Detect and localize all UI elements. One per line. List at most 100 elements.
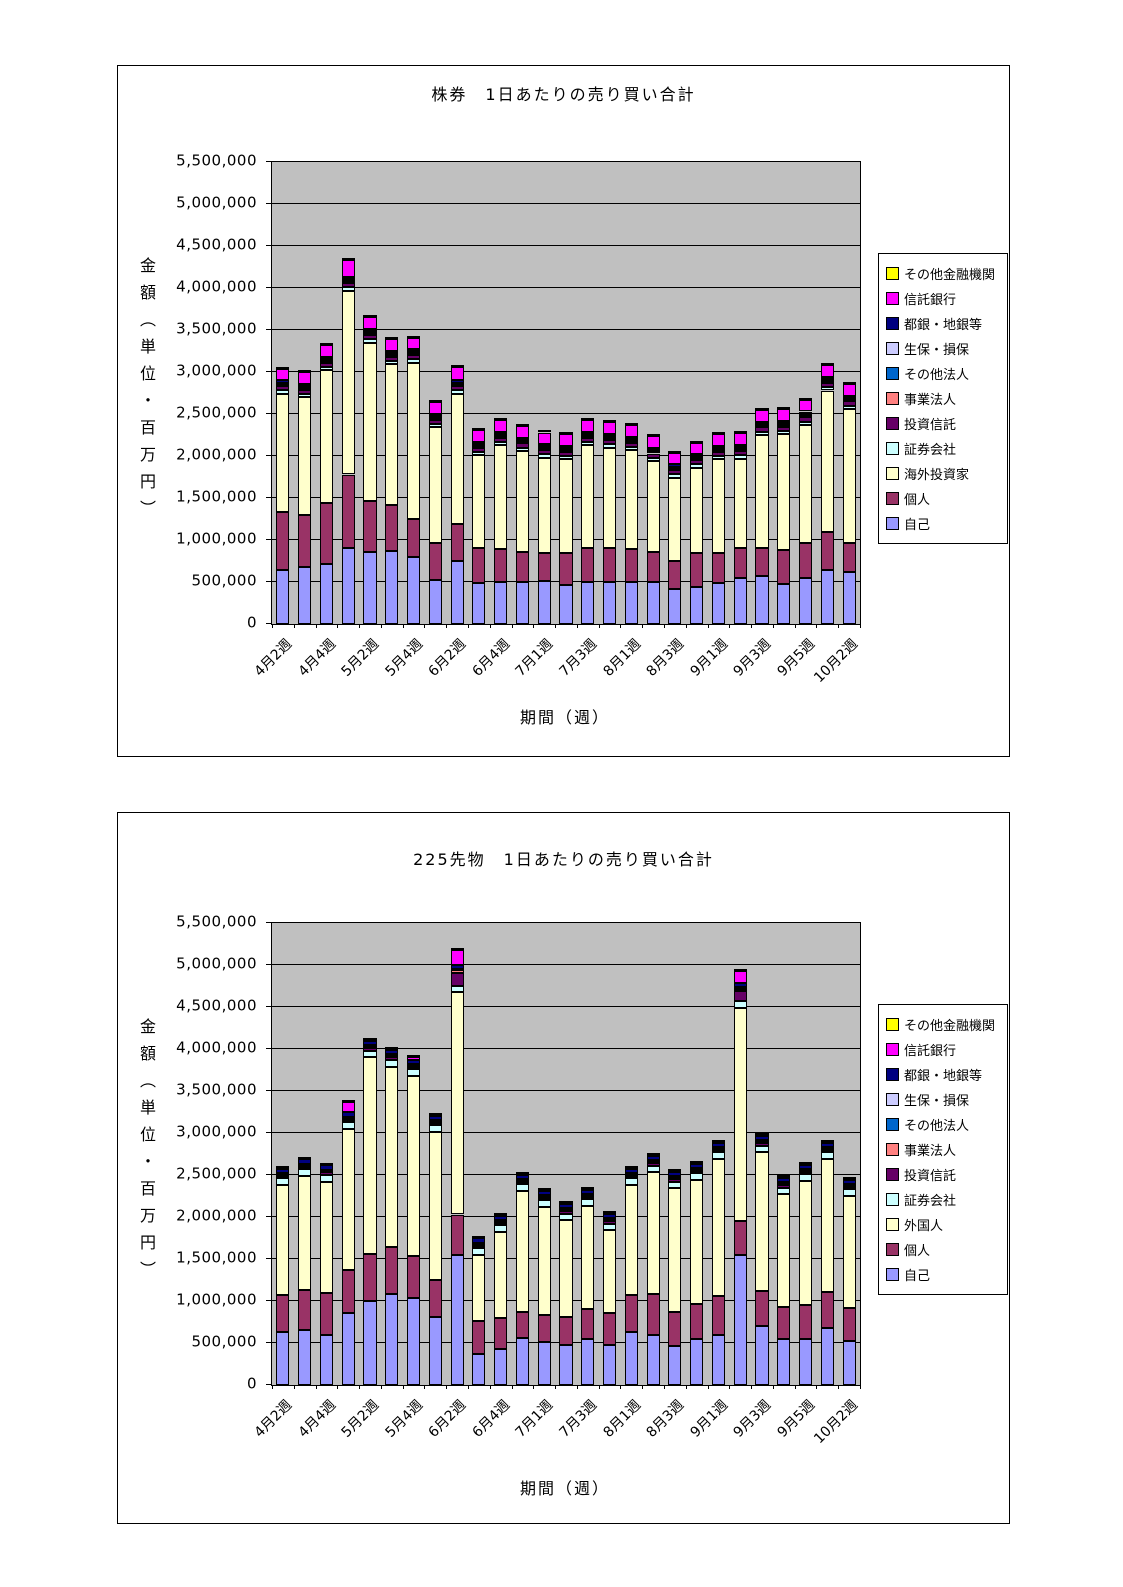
x-tick-mark (620, 624, 622, 628)
bar-segment-自己 (581, 1338, 595, 1385)
bar-segment-その他金融機関 (341, 1100, 355, 1103)
bar-segment-外国人 (341, 1128, 355, 1270)
legend-item: 外国人 (886, 1212, 1005, 1237)
legend-label: 自己 (904, 1269, 931, 1284)
legend-item: その他金融機関 (886, 1012, 1005, 1037)
legend-label: 外国人 (904, 1219, 944, 1234)
bar-segment-その他金融機関 (711, 432, 725, 435)
bar-segment-その他金融機関 (494, 1212, 508, 1215)
bar-segment-都銀・地銀等 (690, 454, 704, 457)
bar-segment-都銀・地銀等 (385, 351, 399, 354)
bar-segment-投資信託 (537, 450, 551, 455)
bar-segment-証券会社 (603, 1223, 617, 1231)
bar-segment-個人 (341, 474, 355, 549)
x-tick-mark (794, 1385, 796, 1389)
x-tick-label: 8月1週 (600, 636, 644, 680)
bar-segment-都銀・地銀等 (515, 1174, 529, 1179)
y-tick-label: 2,500,000 (176, 403, 257, 422)
legend-item: 生保・損保 (886, 336, 1005, 361)
bar-segment-その他金融機関 (755, 407, 769, 410)
chart-title: 株券 1日あたりの売り買い合計 (431, 85, 696, 104)
bar-segment-自己 (494, 1349, 508, 1385)
bar-segment-海外投資家 (385, 364, 399, 505)
bar-segment-個人 (820, 1291, 834, 1328)
bar-segment-投資信託 (711, 1149, 725, 1153)
bar-segment-都銀・地銀等 (298, 1159, 312, 1164)
x-tick-label: 9月1週 (687, 636, 731, 680)
x-tick-label: 5月4週 (382, 1397, 426, 1441)
x-tick-mark (468, 1385, 469, 1389)
bar-segment-事業法人 (407, 353, 421, 356)
y-tick-mark (266, 581, 271, 582)
y-tick-mark (266, 497, 271, 498)
legend-label: その他金融機関 (904, 268, 996, 283)
bar-segment-投資信託 (624, 1175, 638, 1179)
legend-swatch-icon (886, 1168, 899, 1181)
bar-segment-外国人 (319, 1181, 333, 1293)
x-tick-mark (359, 624, 361, 628)
legend-label: 投資信託 (904, 418, 957, 433)
x-tick-mark (685, 624, 687, 628)
bar-segment-証券会社 (820, 387, 834, 391)
bar-segment-海外投資家 (341, 290, 355, 475)
bar-segment-個人 (450, 1214, 464, 1255)
bar-segment-その他金融機関 (319, 1162, 333, 1165)
bar-segment-都銀・地銀等 (733, 983, 747, 988)
bar-segment-投資信託 (820, 1149, 834, 1153)
bar-segment-投資信託 (537, 1197, 551, 1201)
bar-segment-信託銀行 (515, 425, 529, 438)
x-tick-mark (729, 624, 731, 628)
x-tick-mark (707, 1385, 709, 1389)
y-tick-label: 3,000,000 (176, 361, 257, 380)
bar-segment-都銀・地銀等 (515, 437, 529, 440)
bar-segment-事業法人 (711, 449, 725, 452)
bar-segment-事業法人 (842, 399, 856, 402)
bar-segment-投資信託 (276, 1175, 290, 1179)
bar-segment-証券会社 (472, 451, 486, 456)
bar-segment-個人 (842, 1307, 856, 1342)
bar-segment-その他金融機関 (559, 432, 573, 435)
bar-segment-都銀・地銀等 (646, 1156, 660, 1161)
bar-segment-個人 (428, 1280, 442, 1317)
y-tick-label: 2,000,000 (176, 445, 257, 464)
bar-segment-その他金融機関 (668, 1169, 682, 1172)
y-tick-mark (266, 1216, 271, 1217)
bar-segment-海外投資家 (515, 450, 529, 552)
x-tick-mark (794, 624, 796, 628)
bar-segment-証券会社 (711, 1152, 725, 1160)
bar-segment-証券会社 (363, 339, 377, 343)
x-tick-mark (380, 624, 382, 628)
bar-segment-事業法人 (537, 448, 551, 451)
bar-segment-証券会社 (581, 441, 595, 446)
x-tick-mark (293, 1385, 295, 1389)
legend-item: 投資信託 (886, 1162, 1005, 1187)
bar-segment-自己 (755, 1326, 769, 1385)
bar-segment-海外投資家 (363, 342, 377, 502)
bar-segment-信託銀行 (341, 260, 355, 278)
bar-segment-その他金融機関 (537, 430, 551, 433)
bar-segment-証券会社 (668, 474, 682, 478)
y-tick-mark (266, 1342, 271, 1343)
bar-segment-事業法人 (559, 449, 573, 452)
bar-segment-個人 (298, 514, 312, 567)
bar-segment-信託銀行 (537, 432, 551, 445)
x-tick-mark (533, 624, 535, 628)
bar-segment-自己 (428, 1316, 442, 1385)
x-tick-mark (315, 624, 317, 628)
bar-segment-事業法人 (581, 435, 595, 438)
bar-segment-事業法人 (624, 440, 638, 443)
bar-segment-個人 (733, 1221, 747, 1255)
x-tick-mark (359, 1385, 361, 1389)
legend-swatch-icon (886, 442, 899, 455)
bar-segment-自己 (603, 582, 617, 624)
bar-segment-個人 (537, 1315, 551, 1343)
bar-segment-投資信託 (646, 1163, 660, 1166)
bar-segment-自己 (385, 1294, 399, 1385)
x-tick-label: 10月2週 (811, 636, 862, 687)
legend-item: 自己 (886, 1262, 1005, 1287)
x-tick-mark (402, 624, 404, 628)
bar-segment-都銀・地銀等 (341, 1112, 355, 1117)
bar-segment-証券会社 (341, 1122, 355, 1129)
bar-segment-自己 (428, 580, 442, 624)
bar-segment-証券会社 (494, 441, 508, 446)
